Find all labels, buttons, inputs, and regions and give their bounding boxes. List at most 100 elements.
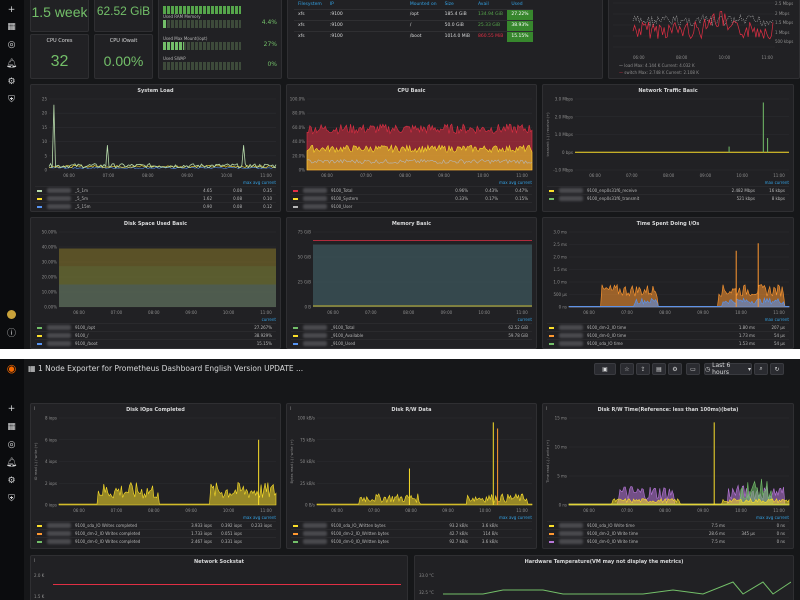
legend-header[interactable]: max avg current	[755, 515, 789, 520]
panel-title[interactable]: Disk R/W Time(Reference: less than 100ms…	[597, 407, 739, 413]
legend-item[interactable]: 9100_enp0s31f6_transmit 521 kbps 8 kbps	[547, 194, 789, 202]
dashboard-title[interactable]: 1 Node Exporter for Prometheus Dashboard…	[38, 364, 304, 373]
panel-title[interactable]: Disk IOps Completed	[126, 407, 185, 413]
col-used[interactable]: Used	[511, 2, 523, 8]
panel-title[interactable]: Disk R/W Data	[391, 407, 432, 413]
tv-mode-icon[interactable]: ▭	[686, 363, 700, 375]
memory-basic-panel[interactable]: Memory Basic 75 GiB 50 GiB 25 GiB 0 B 06:00 0…	[286, 217, 537, 349]
legend-item[interactable]: _9100_Used	[291, 339, 532, 347]
star-icon[interactable]: ☆	[620, 363, 634, 375]
panel-title[interactable]: Memory Basic	[391, 221, 432, 227]
legend-header[interactable]: max avg current	[498, 180, 532, 185]
legend-item[interactable]: 9100_sda_IO Write time 7.5 ms 0 ns	[547, 521, 789, 529]
legend-header[interactable]: max avg current	[242, 515, 276, 520]
legend-item[interactable]: 9100_dm-0_IO Write time 7.5 ms 0 ns	[547, 537, 789, 545]
system-load-panel[interactable]: System Load 25 20 15 10 5 0 06:00 07:00 08:00 09:…	[30, 84, 281, 212]
legend-header[interactable]: current	[517, 317, 532, 322]
refresh-icon[interactable]: ↻	[770, 363, 784, 375]
panel-title[interactable]: System Load	[137, 88, 174, 94]
legend-item[interactable]: 9100_dm-2_IO time 1.80 ms 207 µs	[547, 323, 789, 331]
panel-title[interactable]: Time Spent Doing I/Os	[636, 221, 700, 227]
avatar[interactable]	[7, 310, 16, 319]
legend-item[interactable]: 9100_dm-0_IO time 1.73 ms 54 µs	[547, 331, 789, 339]
legend-item[interactable]: 9100_enp0s31f6_receive 2.482 Mbps 16 kbps	[547, 186, 789, 194]
gear-icon[interactable]: ⚙	[7, 76, 16, 87]
info-icon[interactable]: i	[546, 406, 548, 412]
help-icon[interactable]: ⓘ	[6, 329, 16, 339]
disk-space-panel[interactable]: Disk Space Used Basic 50.00% 40.00% 30.00%…	[30, 217, 281, 349]
legend-series-name: 9100_dm-2_IO_Written bytes	[331, 531, 389, 536]
panel-title[interactable]: Disk Space Used Basic	[123, 221, 188, 227]
legend-item[interactable]: 9100_Total 0.96% 0.43% 0.47%	[291, 186, 532, 194]
legend-item[interactable]: _5_5m 1.62 0.08 0.10	[35, 194, 276, 202]
shield-icon[interactable]: ⛨	[8, 94, 15, 105]
col-ip[interactable]: IP	[329, 2, 334, 8]
col-size[interactable]: Size	[444, 2, 454, 8]
legend-header[interactable]: max current	[764, 317, 789, 322]
legend-item[interactable]: 9100_dm-2_IO Write time 28.6 ms 345 µs 0 ns	[547, 529, 789, 537]
legend-item[interactable]: 9100_dm-2_IO Writes completed 1.733 iops 0…	[35, 529, 276, 537]
cpu-basic-panel[interactable]: CPU Basic 100.0% 80.0% 60.0% 40.0% 20.0% 0% 06…	[286, 84, 537, 212]
legend-item[interactable]: 9100_/ 38.929%	[35, 331, 276, 339]
time-range-picker[interactable]: ◷ Last 6 hours ▾	[704, 362, 752, 376]
legend-item[interactable]: _5_15m 0.90 0.08 0.12	[35, 202, 276, 210]
legend-item[interactable]: 9100_User	[291, 202, 532, 210]
legend-value-avg: 0.08	[233, 196, 242, 201]
add-panel-icon[interactable]: ▣	[594, 363, 616, 375]
dashboards-icon[interactable]: ▦	[7, 21, 16, 32]
dashboard-grid-icon[interactable]: ▦	[28, 364, 36, 373]
plus-icon[interactable]: +	[7, 4, 16, 15]
save-icon[interactable]: ▤	[652, 363, 666, 375]
info-icon[interactable]: i	[34, 406, 36, 412]
legend-item[interactable]: 9100_sda_IO time 1.53 ms 54 µs	[547, 339, 789, 347]
disk-iops-panel[interactable]: i Disk IOps Completed 8 iops 6 iops 4 iops…	[30, 403, 281, 549]
col-filesystem[interactable]: Filesystem	[298, 2, 322, 8]
legend-header[interactable]: max avg current	[498, 515, 532, 520]
shield-icon[interactable]: ⛨	[8, 493, 15, 504]
alerting-bell-icon[interactable]: 🔔︎	[5, 457, 18, 468]
dashboards-icon[interactable]: ▦	[7, 421, 16, 432]
legend-item[interactable]: 9100_dm-0_IO Writes completed 2.467 iops 0…	[35, 537, 276, 545]
legend-header[interactable]: max avg current	[242, 180, 276, 185]
legend-item[interactable]: 9100_dm-2_IO_Written bytes 42.7 kB/s 114 B…	[291, 529, 532, 537]
hardware-temp-panel[interactable]: Hardware Temperature(VM may not display …	[414, 555, 794, 600]
panel-title[interactable]: Network Traffic Basic	[638, 88, 698, 94]
legend-item[interactable]: 9100_/opt 27.267%	[35, 323, 276, 331]
panel-title[interactable]: Hardware Temperature(VM may not display …	[524, 559, 684, 565]
info-icon[interactable]: i	[290, 406, 292, 412]
iops-write-area	[58, 481, 277, 506]
grafana-logo-icon[interactable]: ◉	[6, 362, 17, 375]
legend-item[interactable]: 9100_sda_IO_Written bytes 93.2 kB/s 3.6 kB…	[291, 521, 532, 529]
panel-title[interactable]: CPU Basic	[397, 88, 426, 94]
disk-rw-data-panel[interactable]: i Disk R/W Data 100 kB/s 75 kB/s 50 kB/s 25…	[286, 403, 537, 549]
panel-title[interactable]: Network Sockstat	[193, 559, 244, 565]
explore-icon[interactable]: ◎	[7, 439, 16, 450]
legend-header[interactable]: current	[261, 317, 276, 322]
zoom-out-icon[interactable]: ⌕	[754, 363, 768, 375]
legend-swatch	[37, 525, 42, 527]
share-icon[interactable]: ⇪	[636, 363, 650, 375]
info-icon[interactable]: i	[34, 558, 36, 564]
legend-item[interactable]: 9100_System 0.33% 0.17% 0.15%	[291, 194, 532, 202]
col-avail[interactable]: Avail	[477, 2, 489, 8]
legend-item[interactable]: 9100_dm-0_IO_Written bytes 92.7 kB/s 3.6 k…	[291, 537, 532, 545]
col-mounted-on[interactable]: Mounted on	[409, 2, 437, 8]
disk-rw-time-panel[interactable]: i Disk R/W Time(Reference: less than 100…	[542, 403, 794, 549]
explore-icon[interactable]: ◎	[7, 39, 16, 50]
network-traffic-panel[interactable]: Network Traffic Basic 3.0 Mbps 2.0 Mbps 1.…	[542, 84, 794, 212]
legend-item[interactable]: _9100_Total 62.52 GiB	[291, 323, 532, 331]
legend-item[interactable]: 9100_/boot 15.15%	[35, 339, 276, 347]
time-spent-io-panel[interactable]: Time Spent Doing I/Os 3.0 ms 2.5 ms 2.0 ms…	[542, 217, 794, 349]
legend-header[interactable]: max current	[764, 180, 789, 185]
legend-name: switch	[624, 70, 638, 75]
network-sockstat-panel[interactable]: i Network Sockstat 2.0 K 1.5 K	[30, 555, 408, 600]
gear-icon[interactable]: ⚙	[668, 363, 682, 375]
x-tick-label: 10:00	[223, 310, 235, 315]
legend-item[interactable]: _5_1m 4.65 0.08 0.35	[35, 186, 276, 194]
legend-item[interactable]: 9100_sda_IO Writes completed 3.933 iops 0.…	[35, 521, 276, 529]
gear-icon[interactable]: ⚙	[7, 475, 16, 486]
y-tick-label: 5	[44, 153, 47, 158]
legend-item[interactable]: _9100_Available 59.78 GiB	[291, 331, 532, 339]
alerting-bell-icon[interactable]: 🔔︎	[5, 58, 18, 69]
plus-icon[interactable]: +	[7, 403, 16, 414]
